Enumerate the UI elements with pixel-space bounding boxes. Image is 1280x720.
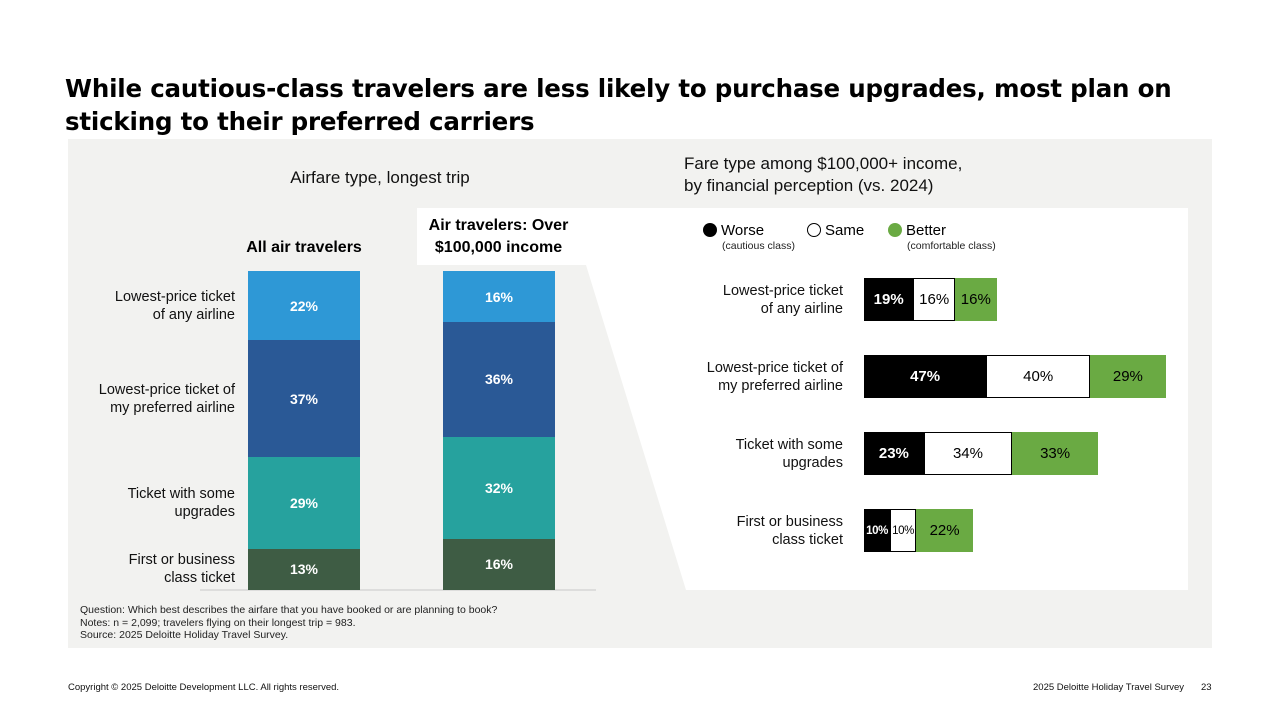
right-bar-seg-3-2: 22% [916, 509, 974, 552]
left-bar-seg-0-3: 13% [248, 548, 360, 590]
left-bar-seg-1-1: 36% [443, 322, 555, 437]
right-row-label-2: Ticket with some upgrades [735, 436, 843, 471]
note-sample: Notes: n = 2,099; travelers flying on th… [80, 616, 356, 629]
chart-notes: Question: Which best describes the airfa… [80, 604, 497, 642]
legend-better: Better [888, 222, 946, 240]
right-chart-subtitle: Fare type among $100,000+ income, by fin… [684, 153, 962, 197]
right-row-label-3: First or business class ticket [736, 513, 843, 548]
right-bar-seg-0-0: 19% [864, 278, 914, 321]
right-bar-seg-1-2: 29% [1090, 355, 1166, 398]
footer-survey: 2025 Deloitte Holiday Travel Survey [1033, 682, 1185, 693]
right-bar-seg-2-0: 23% [864, 432, 924, 475]
footer-copyright: Copyright © 2025 Deloitte Development LL… [68, 682, 340, 693]
legend-worse-dot [703, 223, 717, 237]
left-row-label-2: Ticket with some upgrades [127, 486, 235, 521]
legend-better-sub: (comfortable class) [907, 240, 996, 252]
legend-same-label: Same [825, 222, 865, 239]
right-bar-seg-1-1: 40% [986, 355, 1091, 398]
right-subtitle-line2: by financial perception (vs. 2024) [684, 176, 934, 195]
right-bar-seg-0-2: 16% [955, 278, 997, 321]
left-bar-seg-0-2: 29% [248, 457, 360, 549]
right-bar-seg-0-1: 16% [913, 278, 955, 321]
note-question: Question: Which best describes the airfa… [80, 604, 498, 616]
right-bar-seg-2-2: 33% [1012, 432, 1098, 475]
right-row-label-1: Lowest-price ticket of my preferred airli… [706, 359, 843, 394]
right-bar-seg-1-0: 47% [864, 355, 987, 398]
left-row-label-1: Lowest-price ticket of my preferred airli… [98, 381, 235, 416]
left-bar-seg-0-1: 37% [248, 340, 360, 458]
legend-worse: Worse [703, 222, 764, 240]
right-subtitle-line1: Fare type among $100,000+ income, [684, 154, 963, 173]
footer-page-number: 23 [1201, 682, 1212, 693]
right-row-label-0: Lowest-price ticket of any airline [722, 282, 843, 317]
left-chart-subtitle: Airfare type, longest trip [290, 168, 470, 187]
page-title: While cautious-class travelers are less … [65, 74, 1172, 136]
left-bar-seg-1-3: 16% [443, 538, 555, 590]
legend-same: Same [807, 222, 864, 240]
legend-better-label: Better [906, 222, 947, 239]
legend-better-dot [888, 223, 902, 237]
right-bar-seg-3-1: 10% [890, 509, 916, 552]
left-bar-seg-0-0: 22% [248, 271, 360, 341]
legend-worse-label: Worse [721, 222, 765, 239]
right-bar-seg-2-1: 34% [923, 432, 1013, 475]
note-source: Source: 2025 Deloitte Holiday Travel Sur… [80, 629, 289, 641]
col-header-income: Air travelers: Over $100,000 income [428, 217, 569, 256]
left-row-label-3: First or business class ticket [128, 552, 235, 587]
left-row-label-0: Lowest-price ticket of any airline [114, 288, 235, 323]
right-bar-seg-3-0: 10% [864, 509, 890, 552]
legend-worse-sub: (cautious class) [722, 240, 795, 252]
left-bar-seg-1-0: 16% [443, 271, 555, 323]
col-header-all: All air travelers [246, 239, 362, 256]
legend-same-dot [807, 223, 821, 237]
left-bar-seg-1-2: 32% [443, 436, 555, 539]
